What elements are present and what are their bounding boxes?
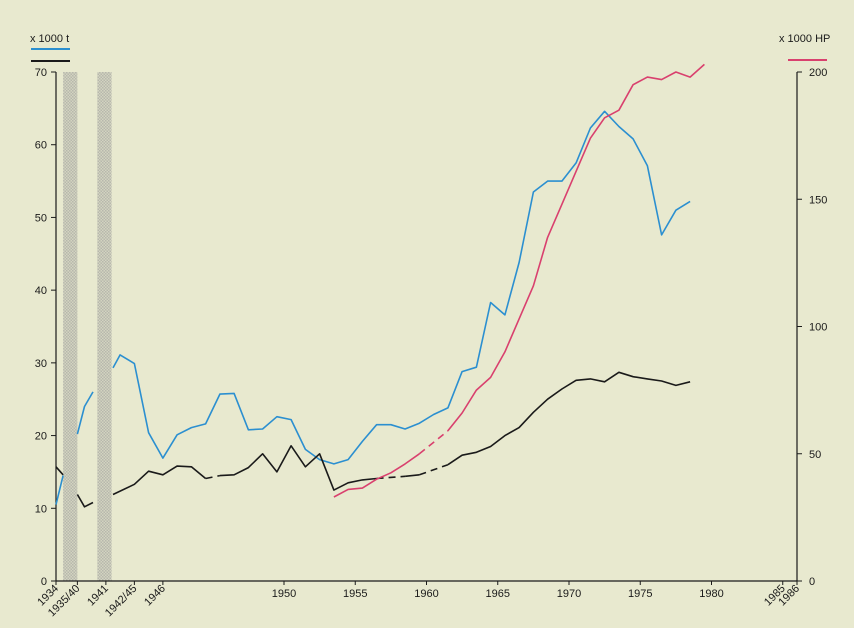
x-tick-label: 1975 bbox=[628, 588, 652, 600]
x-special-label: 1942/45 bbox=[103, 583, 140, 620]
series-black-segment-7 bbox=[405, 474, 420, 478]
series-black-segment-5 bbox=[219, 444, 377, 491]
series-red-segment-2 bbox=[418, 430, 449, 455]
left-tick-label: 30 bbox=[35, 358, 47, 370]
series-blue-segment-2 bbox=[76, 391, 94, 435]
left-tick-label: 20 bbox=[35, 431, 47, 443]
gap-band-1 bbox=[63, 72, 78, 581]
gap-bands bbox=[63, 72, 112, 581]
x-special-label: 1941 bbox=[85, 583, 111, 609]
right-unit-label: x 1000 HP bbox=[779, 33, 830, 45]
left-tick-label: 70 bbox=[35, 67, 47, 79]
x-tick-label: 1955 bbox=[343, 588, 367, 600]
series-black-segment-6 bbox=[376, 475, 406, 480]
left-tick-label: 10 bbox=[35, 503, 47, 515]
right-tick-label: 0 bbox=[809, 576, 815, 588]
series-red-segment-3 bbox=[447, 63, 705, 432]
x-tick-label: 1960 bbox=[414, 588, 438, 600]
x-tick-label: 1950 bbox=[272, 588, 296, 600]
series-lines bbox=[55, 63, 705, 508]
series-black-segment-3 bbox=[112, 465, 207, 496]
x-special-label: 1946 bbox=[142, 583, 168, 609]
series-black-segment-9 bbox=[447, 371, 691, 466]
left-tick-label: 40 bbox=[35, 285, 47, 297]
x-tick-label: 1965 bbox=[486, 588, 510, 600]
right-tick-label: 150 bbox=[809, 194, 827, 206]
gap-band-2 bbox=[97, 72, 112, 581]
right-tick-label: 200 bbox=[809, 67, 827, 79]
left-tick-label: 0 bbox=[41, 576, 47, 588]
left-unit-label: x 1000 t bbox=[30, 33, 69, 45]
axes bbox=[55, 72, 798, 582]
x-tick-label: 1970 bbox=[557, 588, 581, 600]
legend: x 1000 t x 1000 HP bbox=[30, 33, 830, 62]
right-tick-label: 100 bbox=[809, 322, 827, 334]
right-tick-label: 50 bbox=[809, 449, 821, 461]
series-blue-segment-1 bbox=[55, 475, 64, 505]
right-axis-ticks: 0 50 100 150 200 bbox=[797, 67, 827, 588]
series-red-segment-1 bbox=[333, 453, 420, 498]
x-tick-label: 1980 bbox=[699, 588, 723, 600]
series-black-segment-4 bbox=[205, 474, 221, 480]
left-tick-label: 50 bbox=[35, 212, 47, 224]
left-tick-label: 60 bbox=[35, 140, 47, 152]
series-black-segment-2 bbox=[76, 494, 94, 508]
series-black-segment-8 bbox=[419, 463, 449, 476]
left-axis-ticks: 0 10 20 30 40 50 60 70 bbox=[35, 67, 56, 588]
series-blue-segment-3 bbox=[112, 110, 691, 465]
series-black-segment-1 bbox=[55, 466, 64, 476]
